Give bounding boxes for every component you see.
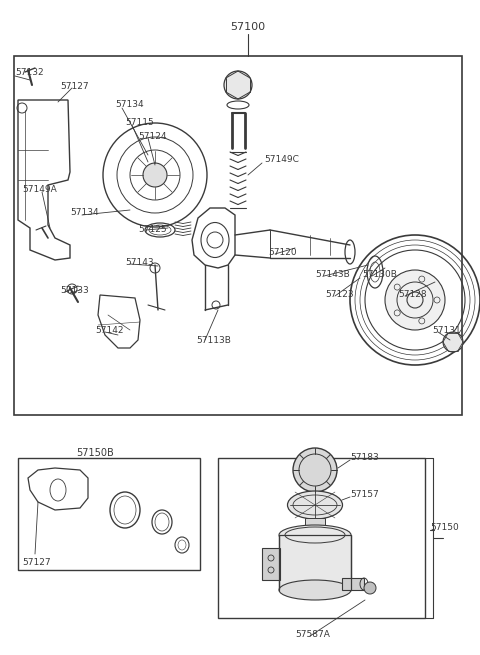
Text: 57127: 57127 [60,82,89,91]
Circle shape [364,582,376,594]
Ellipse shape [279,580,351,600]
Text: 57149C: 57149C [264,155,299,164]
Text: 57134: 57134 [115,100,144,109]
Text: 57150: 57150 [430,523,459,532]
Text: 57133: 57133 [60,286,89,295]
Bar [305,518,325,530]
Text: 57115: 57115 [125,118,154,127]
Circle shape [224,71,252,99]
Text: 57100: 57100 [230,22,265,32]
Text: 57150B: 57150B [76,448,114,458]
Bar [279,535,351,590]
Text: 57142: 57142 [95,326,123,335]
Bar [14,56,462,415]
Text: 57120: 57120 [268,248,297,257]
Text: 57134: 57134 [70,208,98,217]
Bar [342,578,364,590]
Text: 57130B: 57130B [362,270,397,279]
Text: 57124: 57124 [138,132,167,141]
Text: 57143: 57143 [125,258,154,267]
Circle shape [143,163,167,187]
Text: 57157: 57157 [350,490,379,499]
Text: 57128: 57128 [398,290,427,299]
Ellipse shape [279,525,351,545]
Circle shape [293,448,337,492]
Bar [262,548,280,580]
Text: 57132: 57132 [15,68,44,77]
Text: 57123: 57123 [325,290,354,299]
Text: 57149A: 57149A [22,185,57,194]
Text: 57131: 57131 [432,326,461,335]
Text: 57183: 57183 [350,453,379,462]
Text: 57127: 57127 [22,558,50,567]
Text: 57143B: 57143B [315,270,350,279]
Circle shape [385,270,445,330]
Ellipse shape [288,491,343,519]
Text: 57125: 57125 [138,225,167,234]
Bar [18,458,200,570]
Text: 57587A: 57587A [295,630,330,639]
Circle shape [443,332,463,352]
Text: 57113B: 57113B [196,336,231,345]
Bar [218,458,425,618]
Bar [279,535,351,590]
